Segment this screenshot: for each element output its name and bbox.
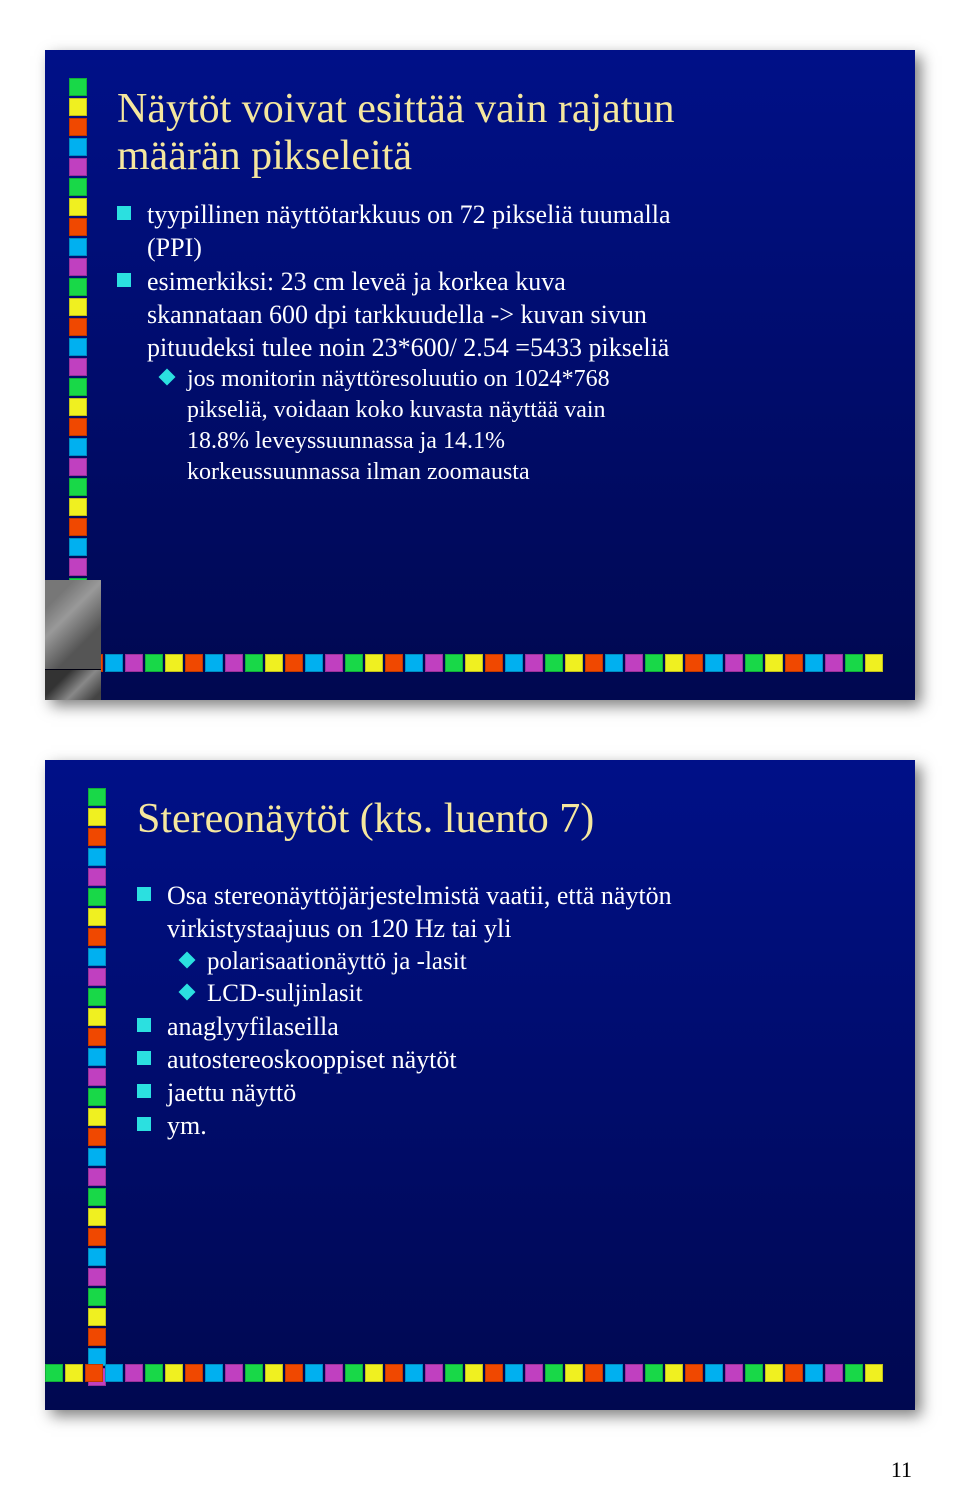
bullet-1: tyypillinen näyttötarkkuus on 72 pikseli… bbox=[117, 198, 879, 265]
diamond-bullet-icon bbox=[159, 369, 176, 386]
bullet-text-cont: 18.8% leveyssuunnassa ja 14.1% bbox=[161, 426, 879, 457]
bullet-5: ym. bbox=[137, 1109, 879, 1142]
square-bullet-icon bbox=[117, 273, 131, 287]
slide-2: Stereonäytöt (kts. luento 7) Osa stereon… bbox=[45, 760, 915, 1410]
bullet-text: tyypillinen näyttötarkkuus on 72 pikseli… bbox=[147, 200, 671, 229]
square-bullet-icon bbox=[137, 887, 151, 901]
sub-bullet-1: jos monitorin näyttöresoluutio on 1024*7… bbox=[117, 364, 879, 487]
thumbnail-image bbox=[45, 580, 101, 700]
bullet-text-cont: pikseliä, voidaan koko kuvasta näyttää v… bbox=[161, 395, 879, 426]
square-bullet-icon bbox=[137, 1018, 151, 1032]
ribbon-left bbox=[88, 788, 106, 1410]
bullet-text: LCD-suljinlasit bbox=[207, 980, 363, 1007]
square-bullet-icon bbox=[117, 206, 131, 220]
ribbon-bottom bbox=[45, 654, 887, 672]
bullet-text: jos monitorin näyttöresoluutio on 1024*7… bbox=[187, 366, 610, 392]
bullet-text-cont: pituudeksi tulee noin 23*600/ 2.54 =5433… bbox=[117, 331, 879, 364]
bullet-text-cont: skannataan 600 dpi tarkkuudella -> kuvan… bbox=[117, 298, 879, 331]
bullet-4: jaettu näyttö bbox=[137, 1076, 879, 1109]
square-bullet-icon bbox=[137, 1051, 151, 1065]
bullet-3: autostereoskooppiset näytöt bbox=[137, 1043, 879, 1076]
bullet-text: Osa stereonäyttöjärjestelmistä vaatii, e… bbox=[167, 881, 672, 910]
bullet-text-cont: korkeussuunnassa ilman zoomausta bbox=[161, 457, 879, 488]
bullet-text: esimerkiksi: 23 cm leveä ja korkea kuva bbox=[147, 267, 566, 296]
slide-body: tyypillinen näyttötarkkuus on 72 pikseli… bbox=[117, 198, 879, 487]
title-line-1: Näytöt voivat esittää vain rajatun bbox=[117, 86, 674, 132]
bullet-text-cont: virkistystaajuus on 120 Hz tai yli bbox=[137, 912, 879, 945]
bullet-text: autostereoskooppiset näytöt bbox=[167, 1045, 457, 1074]
square-bullet-icon bbox=[137, 1117, 151, 1131]
page: Näytöt voivat esittää vain rajatun määrä… bbox=[0, 0, 960, 1505]
bullet-2: anaglyyfilaseilla bbox=[137, 1010, 879, 1043]
bullet-text: polarisaationäyttö ja -lasit bbox=[207, 948, 467, 975]
slide-title: Näytöt voivat esittää vain rajatun määrä… bbox=[117, 86, 879, 180]
sub-bullet-2: LCD-suljinlasit bbox=[137, 978, 879, 1010]
bullet-text: anaglyyfilaseilla bbox=[167, 1012, 339, 1041]
bullet-1: Osa stereonäyttöjärjestelmistä vaatii, e… bbox=[137, 879, 879, 946]
ribbon-bottom bbox=[45, 1364, 887, 1382]
bullet-text: ym. bbox=[167, 1111, 207, 1140]
diamond-bullet-icon bbox=[179, 983, 196, 1000]
slide-1: Näytöt voivat esittää vain rajatun määrä… bbox=[45, 50, 915, 700]
bullet-text-cont: (PPI) bbox=[117, 231, 879, 264]
bullet-text: jaettu näyttö bbox=[167, 1078, 296, 1107]
page-number: 11 bbox=[891, 1457, 912, 1483]
bullet-2: esimerkiksi: 23 cm leveä ja korkea kuva … bbox=[117, 265, 879, 365]
square-bullet-icon bbox=[137, 1084, 151, 1098]
sub-bullet-1: polarisaationäyttö ja -lasit bbox=[137, 946, 879, 978]
slide-body: Osa stereonäyttöjärjestelmistä vaatii, e… bbox=[137, 879, 879, 1143]
title-line-2: määrän pikseleitä bbox=[117, 133, 412, 179]
diamond-bullet-icon bbox=[179, 951, 196, 968]
slide-title: Stereonäytöt (kts. luento 7) bbox=[137, 796, 879, 843]
